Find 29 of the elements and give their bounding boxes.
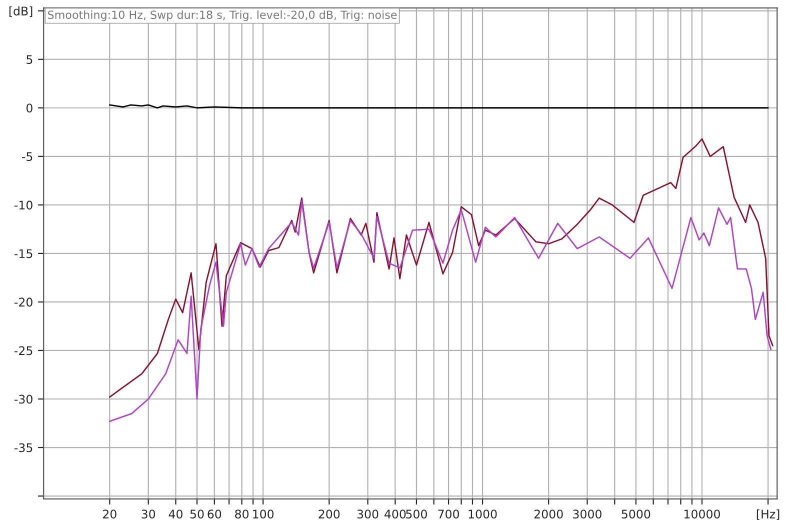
x-tick-label: 60 [208, 510, 222, 519]
x-tick-label: 30 [142, 510, 156, 519]
x-tick-label: 80 [235, 510, 249, 519]
x-tick-label: 700 [438, 510, 460, 519]
x-tick-label: 10000 [684, 510, 720, 519]
y-tick-label: 0 [26, 104, 32, 113]
annotation: Smoothing:10 Hz, Swp dur:18 s, Trig. level:-20,0 dB, Trig: noise [48, 10, 397, 22]
x-tick-label: 40 [168, 510, 182, 519]
x-tick-label: 300 [357, 510, 378, 519]
x-tick-label: 2000 [534, 510, 563, 519]
x-tick-label: 3000 [573, 510, 602, 519]
y-tick-label: -10 [14, 200, 32, 210]
y-tick-label: 5 [26, 55, 32, 64]
y-tick-label: -20 [14, 298, 32, 307]
x-tick-label: 1000 [468, 510, 497, 519]
x-tick-label: 20 [103, 510, 116, 519]
x-tick-label: 100 [253, 510, 274, 519]
x-tick-label: 5000 [622, 510, 650, 519]
x-tick-label: 400 [384, 510, 406, 519]
y-tick-label: -25 [14, 346, 32, 356]
y-tick-label: [dB] [9, 6, 32, 17]
y-tick-label: -30 [14, 394, 32, 404]
y-tick-label: -35 [14, 443, 32, 452]
y-tick-label: -5 [22, 152, 32, 162]
x-tick-label: [Hz] [756, 509, 780, 520]
x-tick-label: 200 [318, 510, 340, 519]
x-tick-label: 50 [190, 510, 204, 519]
x-tick-label: 500 [406, 510, 427, 519]
y-tick-label: -15 [14, 249, 32, 258]
